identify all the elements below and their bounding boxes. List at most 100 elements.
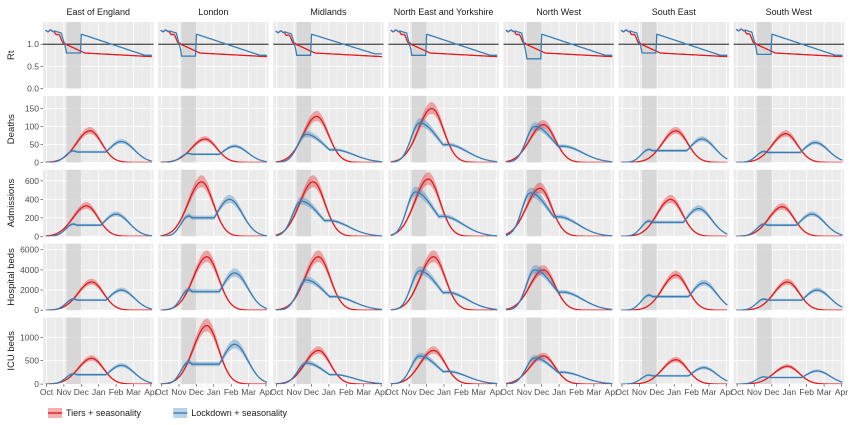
y-tick-label: 1000	[20, 332, 39, 342]
panel-1-4	[503, 95, 614, 163]
series-line-lockdown	[621, 138, 728, 163]
panel-4-5	[618, 317, 729, 385]
panel-grid	[43, 22, 845, 385]
series-line-tiers	[621, 198, 728, 237]
series-layer	[736, 278, 843, 311]
series-line-tiers	[390, 256, 498, 311]
series-layer	[618, 29, 729, 58]
x-tick-label: Jan	[437, 387, 451, 397]
lockdown-window	[757, 95, 772, 163]
series-layer	[505, 352, 613, 385]
y-tick-label: 150	[25, 103, 39, 113]
series-layer	[275, 110, 382, 163]
panel-1-2	[273, 95, 384, 163]
x-tick-label: Nov	[287, 387, 303, 397]
x-tick-label: Mar	[241, 387, 256, 397]
lockdown-window	[526, 22, 542, 89]
series-line-tiers	[45, 281, 152, 311]
panel-1-6	[733, 95, 845, 163]
region-strip-label: South West	[766, 7, 813, 17]
y-tick-label: 600	[25, 176, 39, 186]
series-line-lockdown	[390, 29, 498, 56]
series-line-lockdown	[620, 29, 728, 56]
series-band-tiers	[736, 364, 843, 385]
lockdown-window	[641, 243, 657, 311]
row-label-1: Deaths	[6, 114, 17, 144]
y-tick-label: 0.0	[27, 84, 39, 94]
series-line-tiers	[45, 357, 152, 385]
legend-item-0: Tiers + seasonality	[48, 408, 141, 418]
x-tick-label: Mar	[587, 387, 602, 397]
series-line-lockdown	[160, 145, 268, 163]
series-layer	[43, 29, 154, 58]
x-tick-label: Dec	[764, 387, 780, 397]
x-tick-label: Jan	[207, 387, 221, 397]
x-tick-label: Dec	[649, 387, 665, 397]
series-line-lockdown	[275, 279, 383, 311]
region-strip-label: South East	[652, 7, 697, 17]
x-tick-label: Apr	[720, 387, 733, 397]
x-tick-label: Feb	[339, 387, 354, 397]
legend: Tiers + seasonality Lockdown + seasonalit…	[48, 408, 288, 418]
row-label-4: ICU beds	[6, 331, 17, 371]
series-band-lockdown	[47, 287, 152, 311]
lockdown-window	[411, 317, 427, 385]
legend-item-1: Lockdown + seasonality	[173, 408, 288, 418]
series-layer	[505, 265, 613, 311]
series-layer	[733, 28, 845, 58]
lockdown-window	[757, 22, 772, 89]
series-band-tiers	[506, 265, 587, 311]
y-tick-label: 0	[34, 379, 39, 389]
series-layer	[621, 270, 728, 311]
labels-layer: Rt 0.0 0.5 1.0 East of England London Midlands…	[6, 7, 848, 397]
lockdown-window	[526, 317, 542, 385]
x-tick-label: Oct	[155, 387, 169, 397]
panel-1-1	[158, 95, 269, 163]
panel-0-0	[43, 22, 154, 89]
series-line-tiers	[620, 29, 728, 58]
y-tick-label: 200	[25, 213, 39, 223]
x-tick-label: Oct	[615, 387, 629, 397]
series-band-lockdown	[621, 365, 728, 385]
lockdown-window	[181, 243, 197, 311]
series-layer	[390, 346, 498, 385]
lockdown-window	[66, 169, 82, 237]
lockdown-window	[296, 243, 312, 311]
series-line-lockdown	[506, 269, 613, 311]
x-tick-label: Feb	[109, 387, 124, 397]
series-band-tiers	[621, 194, 728, 237]
x-tick-label: Oct	[500, 387, 514, 397]
series-layer	[160, 136, 268, 163]
series-line-lockdown	[736, 370, 843, 385]
region-strip-label: Midlands	[310, 7, 347, 17]
series-line-lockdown	[736, 141, 843, 163]
series-line-lockdown	[505, 125, 613, 163]
x-tick-label: Feb	[454, 387, 469, 397]
series-layer	[160, 250, 268, 311]
y-tick-label: 6000	[20, 245, 39, 255]
row-label-2: Admissions	[6, 179, 17, 228]
x-tick-label: Apr	[259, 387, 272, 397]
series-layer	[621, 127, 728, 163]
panel-0-3	[388, 22, 499, 89]
series-line-tiers	[275, 181, 382, 237]
lockdown-window	[411, 169, 427, 237]
series-line-tiers	[505, 187, 613, 237]
x-tick-label: Oct	[730, 387, 744, 397]
x-tick-label: Mar	[126, 387, 141, 397]
series-line-tiers	[160, 324, 267, 385]
x-tick-label: Dec	[189, 387, 205, 397]
series-band-lockdown	[736, 211, 843, 237]
series-band-lockdown	[161, 268, 267, 311]
series-line-lockdown	[621, 282, 728, 311]
series-line-lockdown	[505, 192, 613, 237]
series-layer	[736, 203, 843, 237]
series-line-tiers	[45, 29, 152, 58]
panel-4-1	[158, 317, 269, 385]
y-tick-label: 0.5	[27, 61, 39, 71]
lockdown-window	[66, 22, 82, 89]
series-line-lockdown	[45, 140, 152, 163]
series-layer	[390, 250, 498, 311]
series-layer	[160, 318, 268, 385]
